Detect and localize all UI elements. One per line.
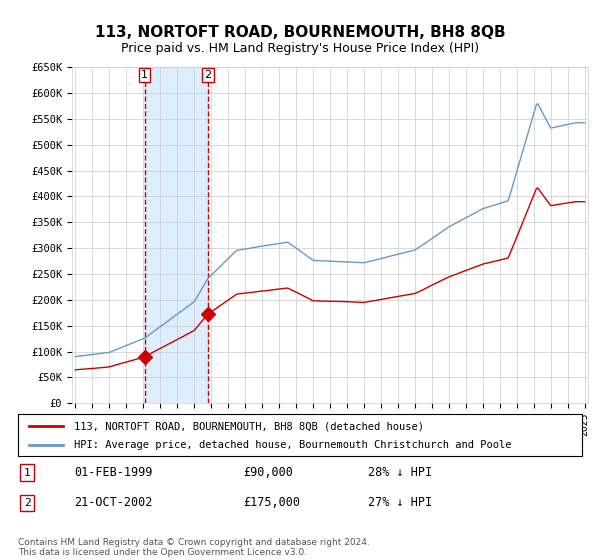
Text: 113, NORTOFT ROAD, BOURNEMOUTH, BH8 8QB (detached house): 113, NORTOFT ROAD, BOURNEMOUTH, BH8 8QB …	[74, 421, 424, 431]
Text: 2: 2	[204, 70, 211, 80]
Text: 1: 1	[23, 468, 31, 478]
Text: 2: 2	[23, 498, 31, 508]
Text: 01-FEB-1999: 01-FEB-1999	[74, 466, 153, 479]
Text: 1: 1	[141, 70, 148, 80]
FancyBboxPatch shape	[18, 414, 582, 456]
Text: £90,000: £90,000	[244, 466, 293, 479]
Text: HPI: Average price, detached house, Bournemouth Christchurch and Poole: HPI: Average price, detached house, Bour…	[74, 440, 512, 450]
Text: 113, NORTOFT ROAD, BOURNEMOUTH, BH8 8QB: 113, NORTOFT ROAD, BOURNEMOUTH, BH8 8QB	[95, 25, 505, 40]
Text: 21-OCT-2002: 21-OCT-2002	[74, 496, 153, 510]
Text: 28% ↓ HPI: 28% ↓ HPI	[368, 466, 432, 479]
Bar	[145, 67, 208, 403]
Text: £175,000: £175,000	[244, 496, 301, 510]
Text: 27% ↓ HPI: 27% ↓ HPI	[368, 496, 432, 510]
Text: Contains HM Land Registry data © Crown copyright and database right 2024.
This d: Contains HM Land Registry data © Crown c…	[18, 538, 370, 557]
Text: Price paid vs. HM Land Registry's House Price Index (HPI): Price paid vs. HM Land Registry's House …	[121, 42, 479, 55]
